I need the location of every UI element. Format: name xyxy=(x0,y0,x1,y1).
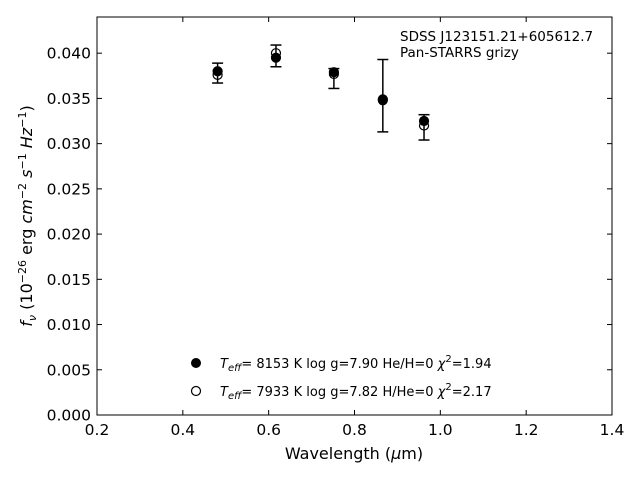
filled-data-point xyxy=(212,66,223,77)
y-tick-label: 0.000 xyxy=(47,407,91,425)
legend-entry-open: Teff= 7933 K log g=7.82 H/He=0 χ2=2.17 xyxy=(220,382,492,402)
y-tick-label: 0.005 xyxy=(47,361,91,379)
legend-entry-filled: Teff= 8153 K log g=7.90 He/H=0 χ2=1.94 xyxy=(220,354,492,374)
legend-marker-open xyxy=(190,385,202,397)
x-tick-label: 0.2 xyxy=(85,421,110,439)
y-tick-label: 0.020 xyxy=(47,226,91,244)
x-axis: 0.2 0.4 0.6 0.8 1.0 1.2 1.4 xyxy=(85,17,625,439)
x-tick-label: 1.2 xyxy=(514,421,539,439)
x-tick-label: 1.0 xyxy=(428,421,453,439)
y-axis-label: fν (10−26 erg cm−2 s−1 Hz−1) xyxy=(16,105,39,326)
x-tick-label: 1.4 xyxy=(600,421,625,439)
object-name-label: SDSS J123151.21+605612.7 xyxy=(400,29,593,45)
x-tick-label: 0.6 xyxy=(256,421,281,439)
x-tick-label: 0.4 xyxy=(171,421,196,439)
open-data-point xyxy=(270,48,282,59)
y-tick-label: 0.025 xyxy=(47,180,91,198)
open-data-point xyxy=(212,69,223,80)
y-tick-label: 0.040 xyxy=(47,45,91,63)
open-data-point xyxy=(418,120,430,131)
plot-frame xyxy=(96,16,613,416)
legend-marker-filled xyxy=(191,358,201,368)
error-bars xyxy=(212,44,430,141)
x-tick-label: 0.8 xyxy=(342,421,367,439)
data-points xyxy=(212,48,430,131)
y-tick-label: 0.015 xyxy=(47,271,91,289)
y-tick-label: 0.035 xyxy=(47,90,91,108)
y-tick-label: 0.030 xyxy=(47,135,91,153)
y-axis: 0.000 0.005 0.010 0.015 0.020 0.025 0.030 0.035… xyxy=(47,45,612,425)
survey-label: Pan-STARRS grizy xyxy=(400,45,519,61)
y-tick-label: 0.010 xyxy=(47,316,91,334)
open-data-point xyxy=(377,94,388,105)
x-axis-label: Wavelength (μm) xyxy=(285,444,423,463)
legend: Teff= 8153 K log g=7.90 He/H=0 χ2=1.94 T… xyxy=(190,354,492,402)
open-data-point xyxy=(328,68,339,80)
